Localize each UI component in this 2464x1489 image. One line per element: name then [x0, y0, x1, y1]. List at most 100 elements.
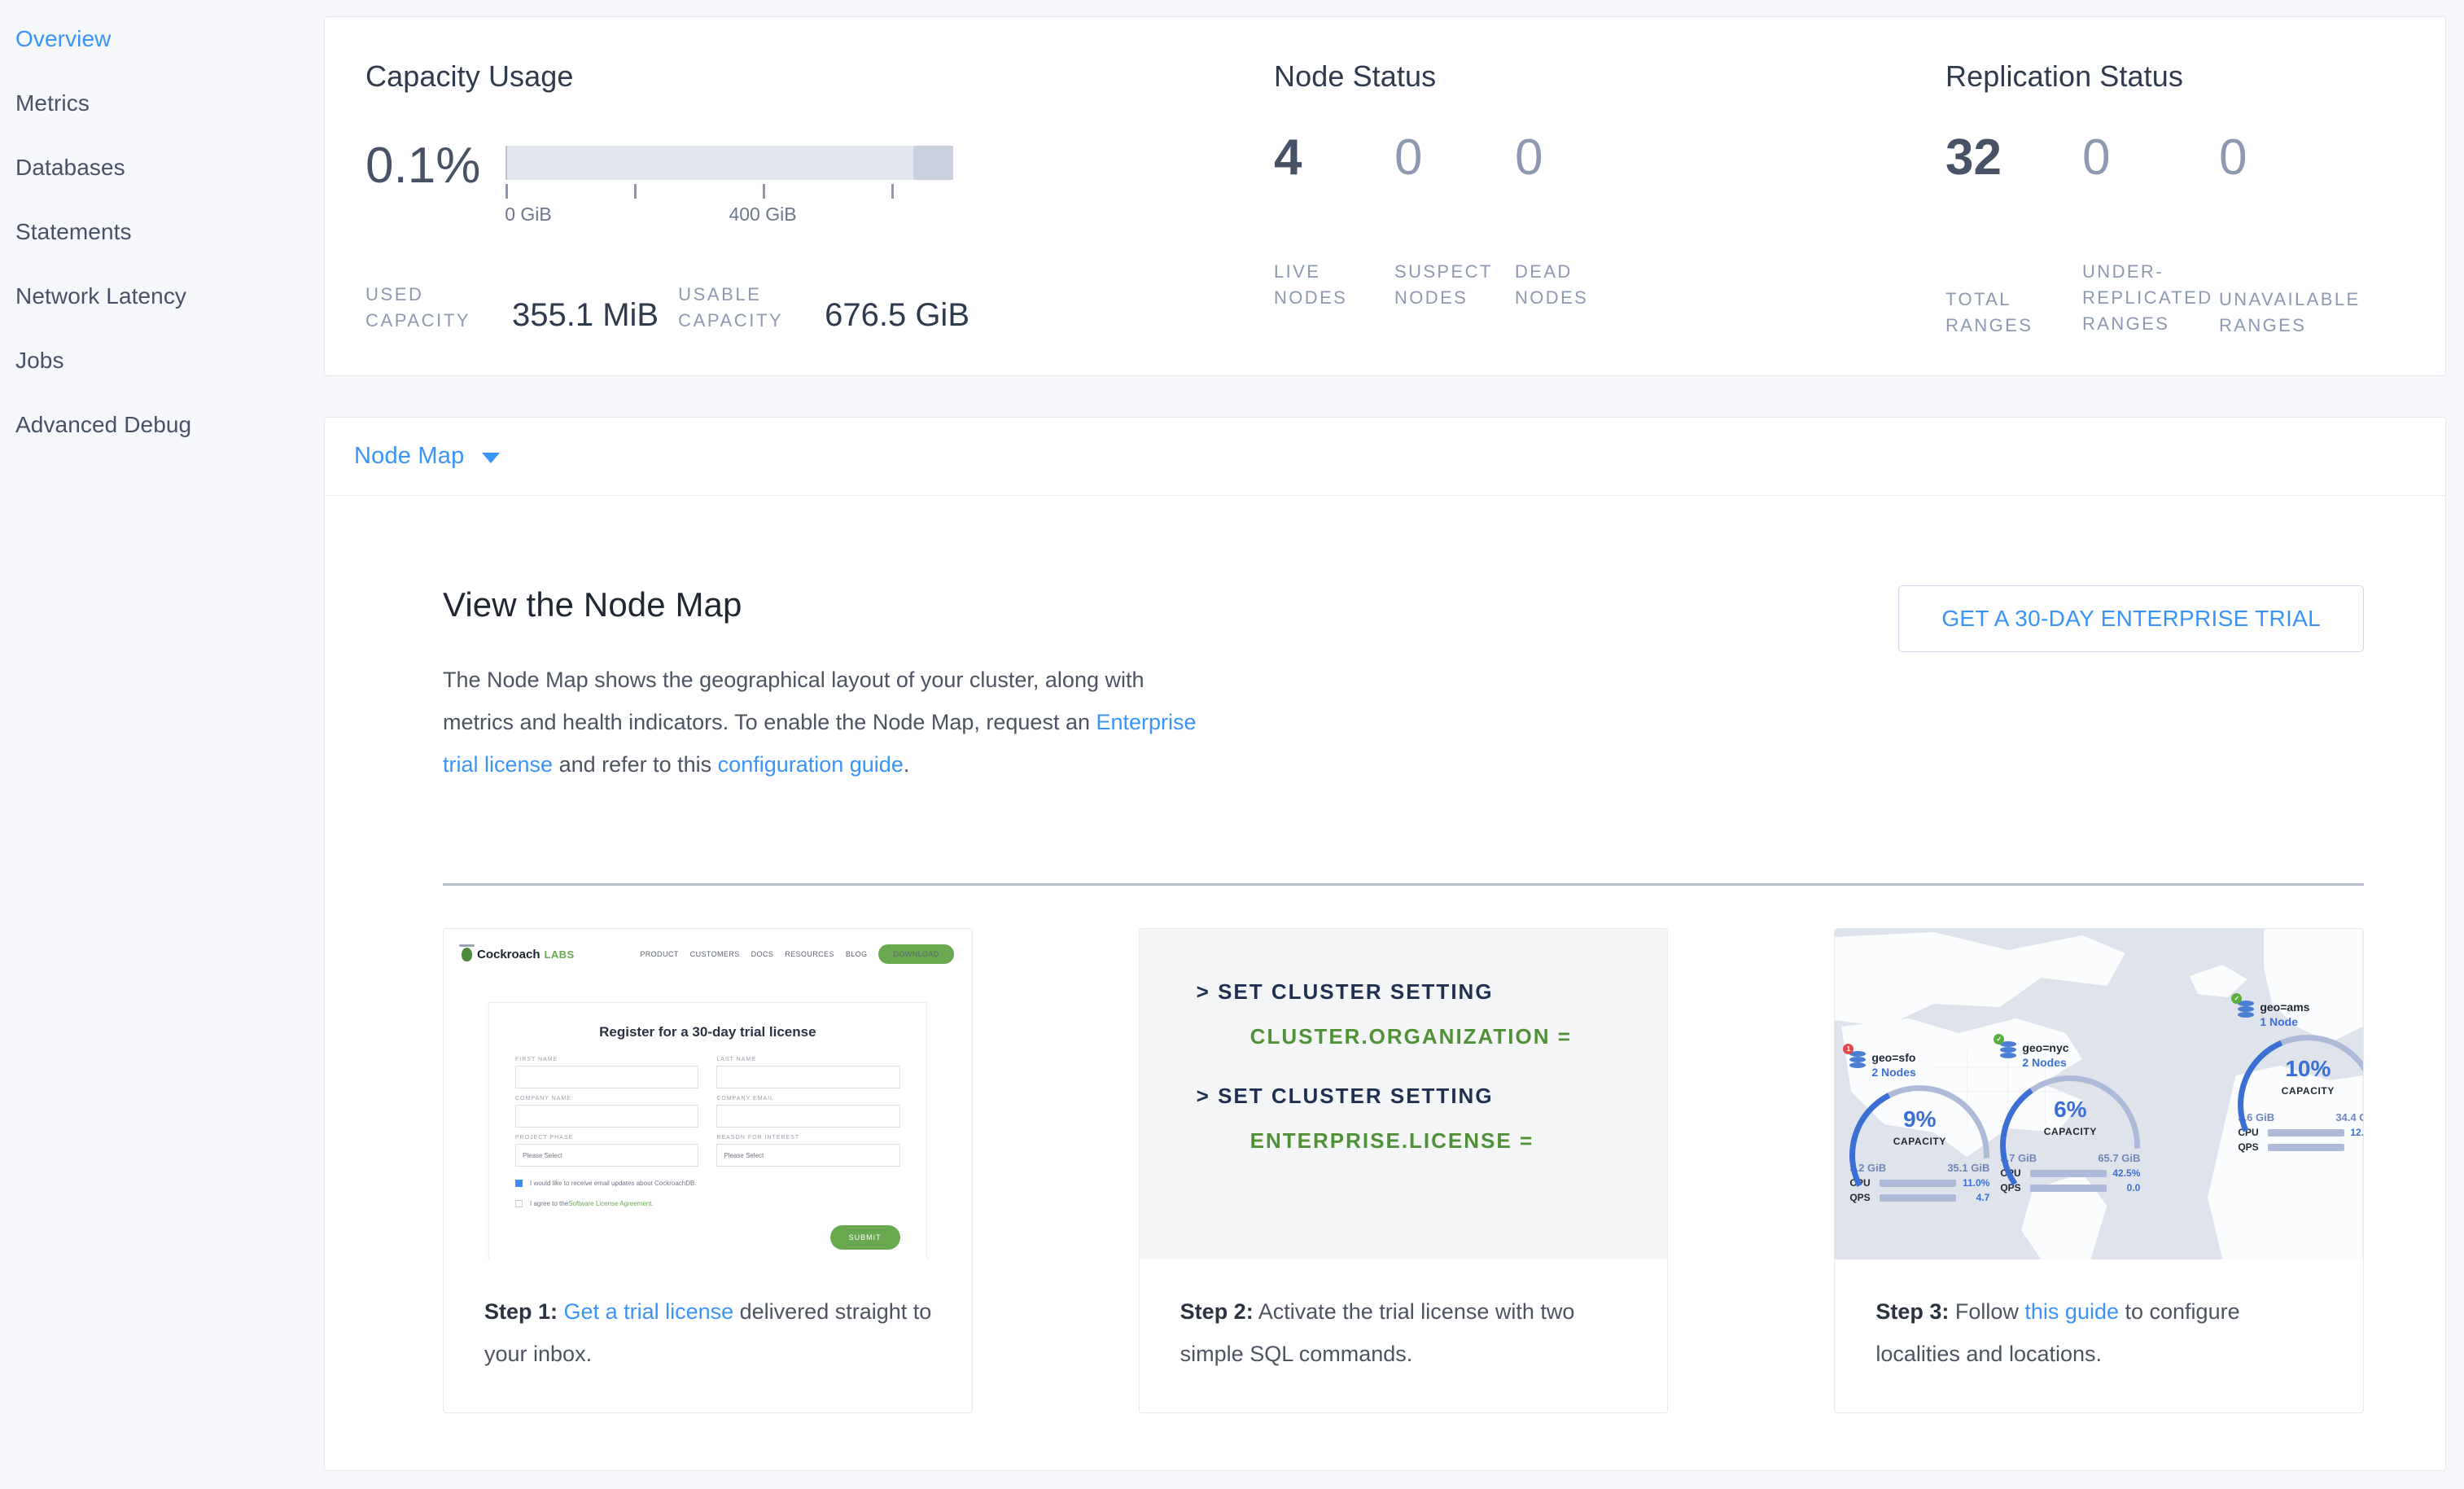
mini-nav-item: BLOG	[845, 950, 868, 958]
status-badge: 1	[1843, 1044, 1854, 1054]
total-ranges-value: 32	[1945, 129, 2002, 186]
used-capacity-value: 355.1 MiB	[512, 296, 659, 333]
replication-status-values: 32 0 0	[1945, 131, 2445, 184]
mini-reason-select: Please Select	[716, 1144, 900, 1167]
step-3-prefix: Step 3:	[1875, 1299, 1950, 1324]
sidebar-item-statements[interactable]: Statements	[0, 199, 324, 264]
usable-capacity-value: 676.5 GiB	[825, 296, 969, 333]
sidebar-item-jobs[interactable]: Jobs	[0, 328, 324, 392]
desc-part-1: The Node Map shows the geographical layo…	[443, 668, 1144, 734]
qps-sparkline	[2030, 1184, 2107, 1192]
mini-nav-item: CUSTOMERS	[689, 950, 740, 958]
qps-metric: QPS 0.0	[2238, 1141, 2363, 1153]
locality-node-count: 1 Node	[2260, 1015, 2299, 1028]
get-trial-license-link[interactable]: Get a trial license	[563, 1299, 734, 1324]
axis-tick	[763, 184, 765, 199]
node-map-promo: View the Node Map The Node Map shows the…	[325, 496, 2445, 1470]
axis-tick	[891, 184, 894, 199]
capacity-bar-spare	[913, 146, 953, 180]
mini-first-name-input	[515, 1066, 699, 1088]
sidebar-item-label: Databases	[15, 154, 125, 180]
mini-license-link: Software License Agreement.	[568, 1200, 654, 1207]
brand-name: Cockroach	[477, 947, 541, 961]
capacity-bar	[505, 146, 953, 180]
used-capacity-stat: USED CAPACITY 355.1 MiB	[365, 282, 659, 334]
cluster-summary-panel: Capacity Usage 0.1%	[324, 16, 2446, 376]
mini-checkbox-label: I agree to the	[530, 1200, 569, 1207]
dead-nodes-label: DEAD NODES	[1515, 261, 1589, 308]
get-enterprise-trial-button[interactable]: GET A 30-DAY ENTERPRISE TRIAL	[1898, 585, 2364, 652]
qps-label: QPS	[2238, 1141, 2259, 1153]
used-capacity-label: USED CAPACITY	[365, 284, 471, 331]
capacity-total: 35.1 GiB	[1947, 1162, 1990, 1174]
axis-tick-label: 0 GiB	[505, 204, 552, 225]
step-2-rest: Activate the trial license with two simp…	[1179, 1299, 1575, 1366]
usable-capacity-stat: USABLE CAPACITY 676.5 GiB	[678, 282, 969, 334]
node-map-tabbar: Node Map	[325, 418, 2445, 496]
suspect-nodes-value: 0	[1394, 129, 1423, 186]
database-icon: ✓	[2231, 993, 2255, 1022]
unavailable-ranges-label: UNAVAILABLE RANGES	[2219, 289, 2361, 335]
enterprise-trial-license-link[interactable]: Enterprise trial license	[443, 710, 1197, 777]
locality-name: geo=sfo	[1871, 1051, 1916, 1064]
qps-label: QPS	[2000, 1182, 2021, 1193]
code-command: > SET CLUSTER SETTING	[1196, 979, 1494, 1004]
dead-nodes-value: 0	[1515, 129, 1543, 186]
sidebar-item-label: Network Latency	[15, 282, 187, 309]
sidebar-item-metrics[interactable]: Metrics	[0, 71, 324, 135]
live-nodes-label: LIVE NODES	[1274, 261, 1348, 308]
qps-sparkline	[2268, 1143, 2345, 1151]
tab-node-map[interactable]: Node Map	[354, 443, 501, 470]
step-2-code-block: > SET CLUSTER SETTING CLUSTER.ORGANIZATI…	[1139, 929, 1668, 1259]
locality-ams: ✓ geo=ams 1 Node 10%	[2217, 993, 2364, 1196]
sidebar-item-databases[interactable]: Databases	[0, 135, 324, 199]
capacity-percent: 10%	[2285, 1056, 2331, 1081]
step-3-rest: to configure localities and locations.	[1875, 1299, 2240, 1366]
node-map-panel: Node Map View the Node Map The Node Map …	[324, 417, 2446, 1471]
axis-tick	[505, 184, 508, 199]
page-title: View the Node Map	[443, 585, 742, 624]
qps-label: QPS	[1849, 1192, 1871, 1203]
sidebar-item-overview[interactable]: Overview	[0, 7, 324, 71]
mini-field-label: COMPANY NAME	[515, 1096, 571, 1101]
chevron-down-icon[interactable]	[482, 453, 501, 463]
section-divider	[443, 883, 2364, 886]
axis-tick	[634, 184, 637, 199]
cockroach-icon	[459, 944, 475, 961]
mini-project-phase-select: Please Select	[515, 1144, 699, 1167]
locality-name: geo=ams	[2260, 1001, 2310, 1014]
mini-field-label: FIRST NAME	[515, 1057, 558, 1062]
under-replicated-ranges-label: UNDER-REPLICATED RANGES	[2082, 261, 2213, 334]
step-1-caption: Step 1: Get a trial license delivered st…	[444, 1259, 972, 1412]
locality-node-count: 2 Nodes	[2022, 1056, 2067, 1069]
cpu-label: CPU	[2238, 1127, 2259, 1138]
capacity-arc: 10% CAPACITY	[2217, 1014, 2364, 1196]
capacity-arc: 9% CAPACITY	[1835, 1066, 2008, 1244]
this-guide-link[interactable]: this guide	[2024, 1299, 2119, 1324]
qps-metric: QPS 0.0	[2000, 1182, 2140, 1193]
cpu-metric: CPU 11.0%	[1849, 1177, 1989, 1189]
capacity-usage-title: Capacity Usage	[365, 59, 574, 93]
sidebar-item-label: Overview	[15, 25, 112, 51]
configuration-guide-link[interactable]: configuration guide	[717, 752, 904, 777]
database-icon: 1	[1843, 1044, 1867, 1072]
sidebar-item-network-latency[interactable]: Network Latency	[0, 264, 324, 328]
status-badge: ✓	[2231, 993, 2243, 1004]
replication-status-title: Replication Status	[1945, 59, 2183, 93]
mini-field-label: LAST NAME	[716, 1057, 756, 1062]
capacity-percent: 0.1%	[365, 138, 481, 194]
sidebar-item-advanced-debug[interactable]: Advanced Debug	[0, 392, 324, 457]
capacity-caption: CAPACITY	[2281, 1085, 2335, 1097]
code-line-1: > SET CLUSTER SETTING CLUSTER.ORGANIZATI…	[1197, 979, 1668, 1049]
mini-company-name-input	[515, 1105, 699, 1128]
capacity-stats: USED CAPACITY 355.1 MiB USABLE CAPACITY …	[365, 282, 1233, 334]
locality-name: geo=nyc	[2022, 1041, 2069, 1054]
sidebar-item-label: Advanced Debug	[15, 411, 192, 437]
mini-form-title: Register for a 30-day trial license	[599, 1024, 816, 1040]
database-icon: ✓	[1994, 1034, 2017, 1062]
cockroach-labs-logo: Cockroach LABS	[459, 944, 575, 961]
capacity-axis-labels: 0 GiB 400 GiB	[505, 204, 953, 228]
cpu-sparkline	[2268, 1128, 2345, 1136]
locality-sfo: 1 geo=sfo 2 Nodes 9%	[1835, 1044, 2008, 1244]
node-status-labels: LIVE NODES SUSPECT NODES DEAD NODES	[1274, 259, 1905, 311]
